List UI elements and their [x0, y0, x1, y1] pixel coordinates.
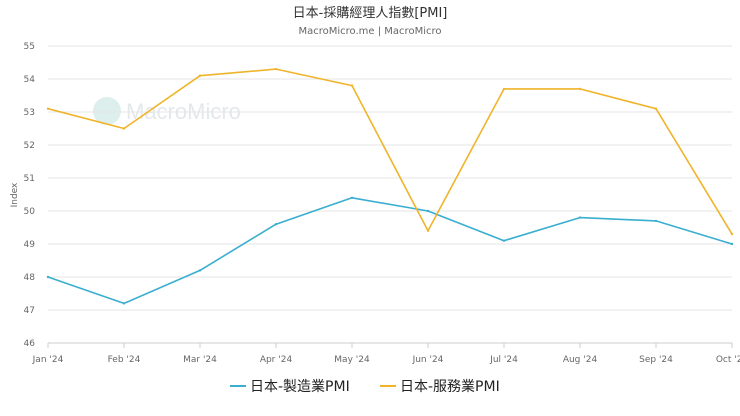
- series-0-point: [578, 216, 582, 219]
- series-1-point: [122, 127, 126, 130]
- legend-item-label[interactable]: 日本-服務業PMI: [400, 379, 500, 395]
- x-tick-label: Jul '24: [489, 355, 518, 365]
- x-tick-label: Feb '24: [108, 355, 141, 365]
- x-tick-label: Mar '24: [183, 355, 217, 365]
- x-tick-label: Apr '24: [260, 355, 293, 365]
- series-1-point: [350, 84, 354, 87]
- watermark-logo-icon: [93, 97, 121, 125]
- series-1-point: [654, 107, 658, 110]
- series-0-point: [502, 239, 506, 242]
- y-tick-label: 55: [24, 42, 35, 52]
- y-tick-label: 52: [24, 141, 35, 151]
- series-1-point: [274, 67, 278, 71]
- grid: [48, 45, 732, 344]
- y-tick-label: 54: [24, 75, 36, 85]
- x-tick-label: May '24: [334, 355, 370, 365]
- series-0-point: [198, 269, 202, 272]
- x-tick-label: Aug '24: [563, 355, 598, 365]
- x-tick-label: Sep '24: [639, 355, 673, 365]
- x-tick-label: Jun '24: [412, 355, 444, 365]
- series-1-point: [578, 87, 582, 91]
- legend-item-label[interactable]: 日本-製造業PMI: [250, 379, 350, 395]
- series-line-0: [47, 197, 733, 305]
- y-tick-label: 47: [24, 306, 35, 316]
- series-0-point: [730, 242, 734, 246]
- x-tick-label: Oct '24: [716, 355, 740, 365]
- chart-subtitle: MacroMicro.me | MacroMicro: [299, 26, 442, 37]
- series-1-point: [426, 229, 430, 232]
- y-axis-title: Index: [10, 182, 20, 207]
- series-1-point: [502, 87, 506, 91]
- y-tick-label: 48: [24, 273, 36, 283]
- series-0-point: [426, 209, 430, 213]
- series-0-point: [46, 275, 50, 279]
- watermark: MacroMicro: [93, 97, 241, 125]
- series-0-point: [350, 196, 354, 199]
- x-axis: Jan '24 Feb '24 Mar '24 Apr '24 May '24 Jun '…: [32, 342, 740, 365]
- series-1-point: [46, 107, 50, 110]
- y-tick-label: 53: [24, 108, 35, 118]
- legend: 日本-製造業PMI 日本-服務業PMI: [230, 379, 500, 395]
- series-0-point: [274, 223, 278, 226]
- series-0-point: [654, 219, 658, 223]
- chart-title: 日本-採購經理人指數[PMI]: [293, 6, 448, 21]
- y-tick-label: 49: [24, 240, 36, 250]
- series-1-point: [198, 74, 202, 77]
- series-0-point: [122, 302, 126, 305]
- y-tick-label: 51: [24, 174, 35, 184]
- y-axis-ticks: 46 47 48 49 50 51 52 53 54 55: [24, 42, 36, 349]
- series-1-point: [730, 232, 734, 236]
- y-tick-label: 50: [24, 207, 36, 217]
- y-tick-label: 46: [24, 339, 36, 349]
- series-line-1: [47, 68, 733, 235]
- series-lines: [46, 67, 734, 305]
- x-tick-label: Jan '24: [32, 355, 64, 365]
